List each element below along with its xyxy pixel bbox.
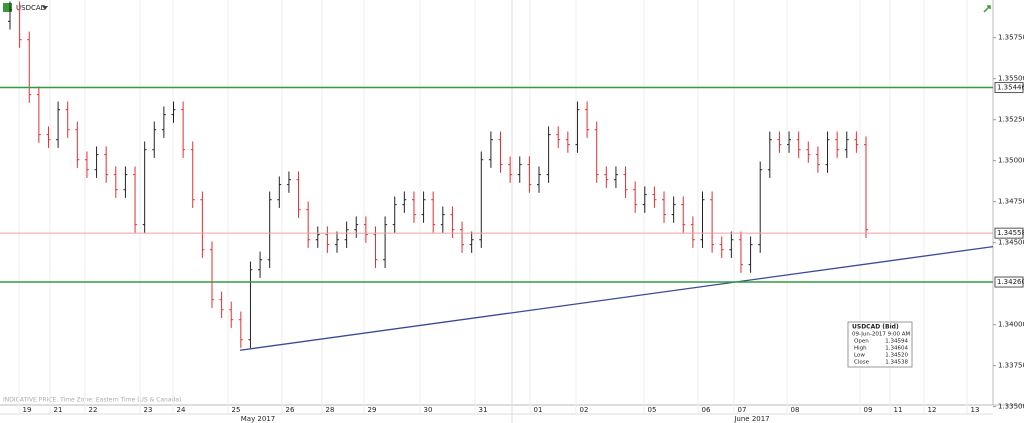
- month-label: June 2017: [733, 415, 769, 423]
- x-tick-label: 09: [864, 406, 873, 414]
- month-label: May 2017: [241, 415, 276, 423]
- level-label: 1.34558: [997, 229, 1024, 237]
- info-value: 1.34538: [885, 360, 908, 366]
- info-value: 1.34604: [885, 346, 908, 352]
- x-tick-label: 02: [580, 406, 589, 414]
- level-label-box: [994, 82, 1024, 94]
- info-box-frame: [847, 321, 913, 368]
- expand-icon[interactable]: [983, 5, 991, 13]
- x-tick-label: 24: [177, 406, 186, 414]
- y-tick-label: 1.34500: [998, 239, 1024, 247]
- level-label: 1.34260: [997, 278, 1024, 286]
- y-tick-label: 1.33750: [998, 362, 1024, 370]
- info-time: 09-Jun-2017 9:00 AM: [852, 332, 910, 338]
- info-title: USDCAD (Bid): [852, 324, 899, 331]
- x-tick-label: 01: [534, 406, 543, 414]
- x-tick-label: 25: [232, 406, 241, 414]
- y-tick-label: 1.34000: [998, 321, 1024, 329]
- x-tick-label: 05: [648, 406, 657, 414]
- symbol-dropdown[interactable]: [42, 6, 48, 10]
- x-tick-label: 19: [23, 406, 32, 414]
- info-key: High: [854, 346, 867, 352]
- symbol-title[interactable]: USDCAD: [16, 4, 46, 12]
- info-box: USDCAD (Bid) 09-Jun-2017 9:00 AM Open 1.…: [847, 321, 913, 368]
- x-tick-label: 11: [894, 406, 903, 414]
- info-value: 1.34520: [885, 353, 908, 359]
- x-tick-label: 21: [54, 406, 63, 414]
- y-tick-label: 1.33500: [998, 403, 1024, 411]
- footnote: INDICATIVE PRICE. Time Zone: Eastern Tim…: [3, 397, 181, 404]
- x-tick-label: 30: [424, 406, 433, 414]
- level-label: 1.35446: [997, 84, 1024, 92]
- y-tick-label: 1.34750: [998, 198, 1024, 206]
- x-tick-label: 26: [286, 406, 295, 414]
- info-value: 1.34594: [885, 339, 908, 345]
- x-tick-label: 08: [791, 406, 800, 414]
- x-tick-label: 12: [928, 406, 937, 414]
- x-tick-label: 06: [702, 406, 711, 414]
- y-tick-label: 1.35750: [998, 34, 1024, 42]
- info-key: Open: [854, 339, 869, 345]
- x-tick-label: 07: [738, 406, 747, 414]
- level-label-box: [994, 276, 1024, 288]
- level-label-box: [994, 227, 1024, 239]
- x-tick-label: 31: [479, 406, 488, 414]
- trendline: [239, 245, 994, 351]
- x-tick-label: 13: [971, 406, 980, 414]
- x-tick-label: 22: [89, 406, 98, 414]
- info-key: Close: [854, 360, 870, 366]
- x-tick-label: 29: [368, 406, 377, 414]
- info-key: Low: [854, 353, 865, 359]
- y-tick-label: 1.35000: [998, 157, 1024, 165]
- y-tick-label: 1.35250: [998, 116, 1024, 124]
- x-tick-label: 23: [144, 406, 153, 414]
- x-tick-label: 28: [326, 406, 335, 414]
- y-tick-label: 1.35500: [998, 75, 1024, 83]
- symbol-icon[interactable]: [3, 3, 12, 12]
